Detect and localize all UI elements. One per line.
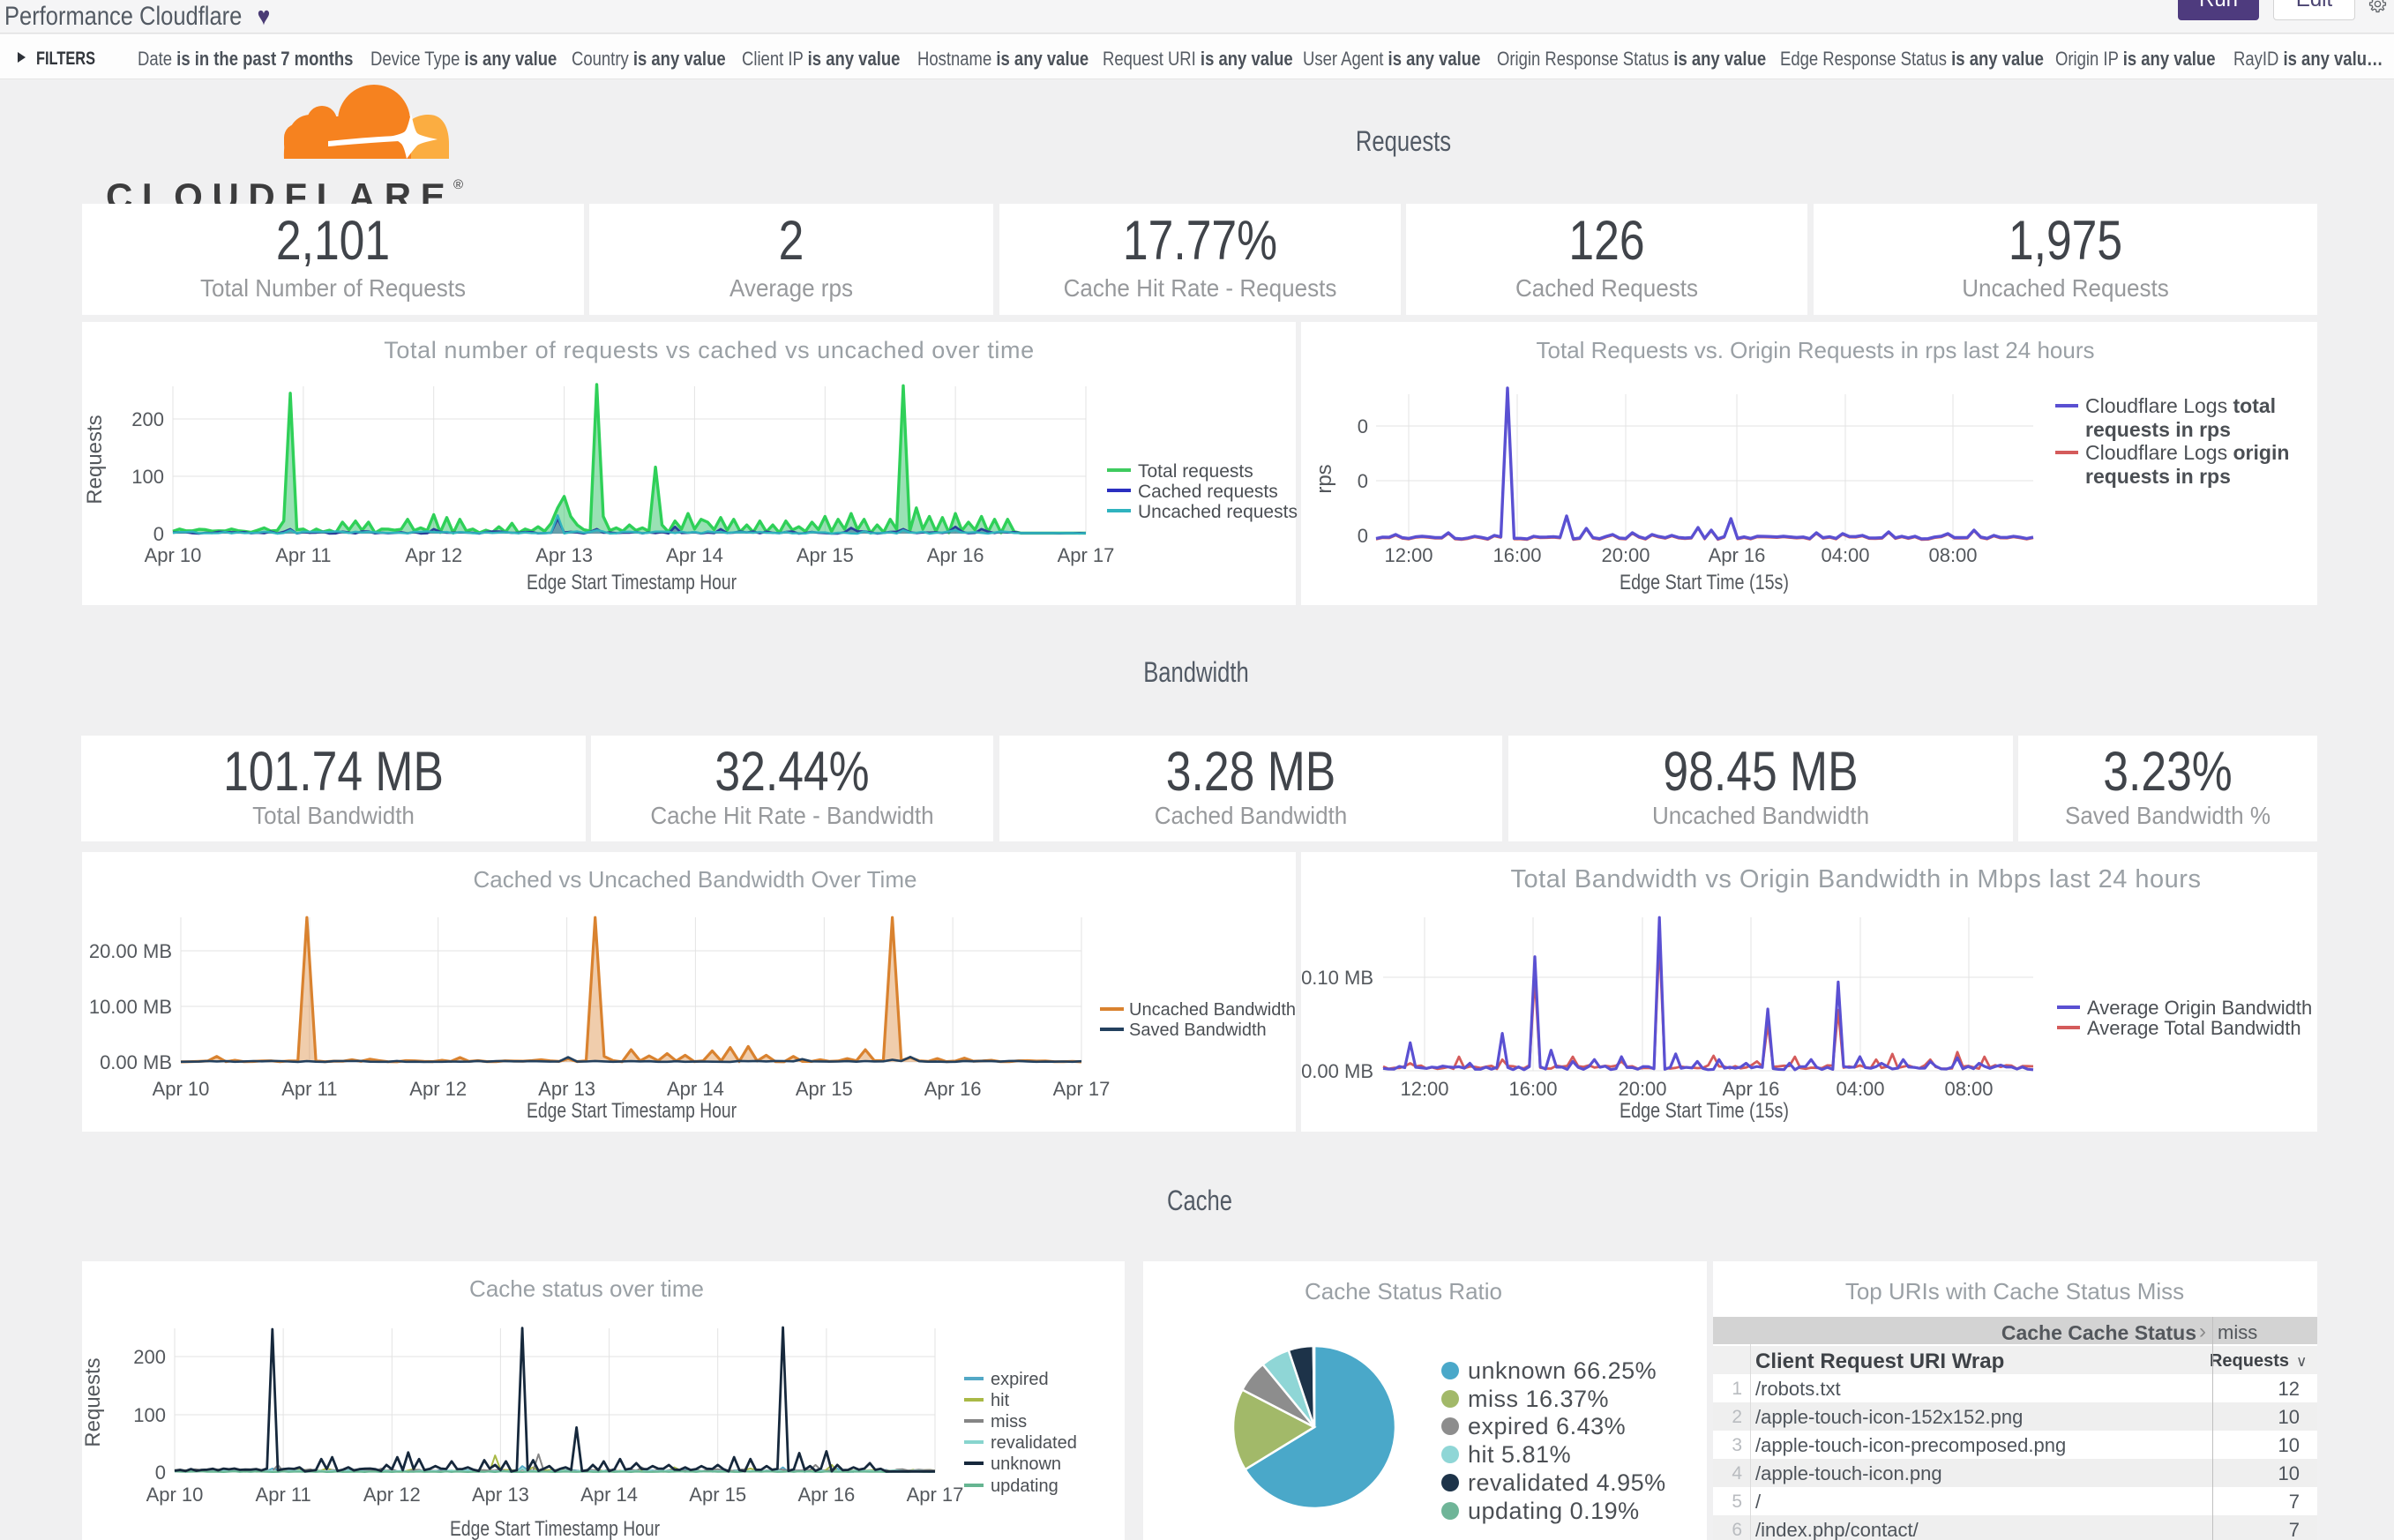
svg-text:Apr 11: Apr 11	[256, 1484, 311, 1506]
svg-text:Cached vs Uncached Bandwidth O: Cached vs Uncached Bandwidth Over Time	[474, 866, 917, 893]
svg-text:miss: miss	[991, 1412, 1027, 1432]
svg-text:Average Total Bandwidth: Average Total Bandwidth	[2087, 1017, 2301, 1039]
svg-text:Total requests: Total requests	[1138, 461, 1253, 482]
svg-text:Apr 16: Apr 16	[797, 1484, 855, 1506]
svg-text:Cloudflare Logs origin: Cloudflare Logs origin	[2085, 441, 2289, 464]
svg-text:0: 0	[1358, 415, 1368, 437]
svg-text:Apr 13: Apr 13	[535, 544, 593, 566]
svg-text:0.00 MB: 0.00 MB	[1301, 1060, 1373, 1082]
svg-text:Apr 16: Apr 16	[927, 544, 984, 566]
svg-text:Edge Start Timestamp Hour: Edge Start Timestamp Hour	[527, 1099, 737, 1123]
svg-text:rps: rps	[1313, 464, 1336, 493]
svg-text:expired: expired	[991, 1370, 1049, 1389]
svg-text:Apr 12: Apr 12	[363, 1484, 421, 1506]
svg-text:Apr 11: Apr 11	[275, 544, 331, 566]
svg-text:Apr 12: Apr 12	[409, 1078, 467, 1100]
svg-text:Uncached Bandwidth: Uncached Bandwidth	[1129, 1000, 1296, 1020]
svg-text:Apr 13: Apr 13	[472, 1484, 529, 1506]
svg-text:expired 6.43%: expired 6.43%	[1468, 1413, 1626, 1439]
svg-text:®: ®	[453, 177, 463, 192]
svg-text:Edge Start Timestamp Hour: Edge Start Timestamp Hour	[527, 571, 737, 594]
svg-text:Apr 16: Apr 16	[1709, 544, 1766, 566]
svg-text:Apr 10: Apr 10	[153, 1078, 210, 1100]
svg-text:Apr 10: Apr 10	[146, 1484, 204, 1506]
svg-text:Apr 16: Apr 16	[924, 1078, 982, 1100]
svg-text:Total Requests vs. Origin Requ: Total Requests vs. Origin Requests in rp…	[1537, 337, 2095, 363]
svg-text:Cached requests: Cached requests	[1138, 482, 1278, 502]
svg-text:requests in rps: requests in rps	[2085, 418, 2231, 441]
svg-text:200: 200	[131, 408, 164, 430]
svg-text:revalidated 4.95%: revalidated 4.95%	[1468, 1469, 1666, 1496]
svg-text:16:00: 16:00	[1493, 544, 1541, 566]
svg-text:Apr 17: Apr 17	[907, 1484, 964, 1506]
svg-text:requests in rps: requests in rps	[2085, 465, 2231, 488]
svg-text:Edge Start Time (15s): Edge Start Time (15s)	[1620, 1099, 1789, 1123]
svg-text:Cache Status Ratio: Cache Status Ratio	[1305, 1278, 1502, 1305]
svg-text:Edge Start Timestamp Hour: Edge Start Timestamp Hour	[450, 1517, 660, 1540]
svg-text:20:00: 20:00	[1618, 1078, 1666, 1100]
svg-text:100: 100	[133, 1404, 166, 1426]
svg-text:unknown 66.25%: unknown 66.25%	[1468, 1357, 1657, 1384]
svg-text:Apr 15: Apr 15	[689, 1484, 746, 1506]
svg-text:Apr 17: Apr 17	[1058, 544, 1115, 566]
svg-text:08:00: 08:00	[1944, 1078, 1993, 1100]
svg-text:Total number of requests vs ca: Total number of requests vs cached vs un…	[384, 337, 1034, 363]
svg-text:20.00 MB: 20.00 MB	[89, 940, 172, 962]
svg-text:0.00 MB: 0.00 MB	[100, 1051, 172, 1073]
svg-text:100: 100	[131, 466, 164, 488]
svg-text:Apr 15: Apr 15	[796, 1078, 853, 1100]
svg-text:12:00: 12:00	[1400, 1078, 1448, 1100]
svg-text:20:00: 20:00	[1601, 544, 1650, 566]
svg-text:Cache status over time: Cache status over time	[469, 1275, 704, 1302]
svg-text:Apr 16: Apr 16	[1723, 1078, 1780, 1100]
svg-text:10.00 MB: 10.00 MB	[89, 996, 172, 1018]
svg-text:Cloudflare Logs total: Cloudflare Logs total	[2085, 394, 2276, 417]
svg-text:updating: updating	[991, 1476, 1059, 1496]
svg-text:0: 0	[1358, 525, 1368, 547]
svg-text:Apr 14: Apr 14	[666, 544, 723, 566]
svg-text:Apr 10: Apr 10	[145, 544, 202, 566]
svg-text:Saved Bandwidth: Saved Bandwidth	[1129, 1020, 1267, 1040]
svg-text:Uncached requests: Uncached requests	[1138, 502, 1298, 522]
svg-text:Requests: Requests	[81, 1357, 105, 1447]
svg-text:08:00: 08:00	[1928, 544, 1977, 566]
svg-text:200: 200	[133, 1346, 166, 1368]
svg-text:revalidated: revalidated	[991, 1433, 1077, 1453]
svg-text:hit: hit	[991, 1391, 1010, 1410]
svg-text:miss 16.37%: miss 16.37%	[1468, 1386, 1609, 1412]
svg-text:updating 0.19%: updating 0.19%	[1468, 1498, 1640, 1524]
svg-text:0.10 MB: 0.10 MB	[1301, 967, 1373, 989]
svg-text:04:00: 04:00	[1836, 1078, 1884, 1100]
svg-text:Requests: Requests	[83, 415, 107, 504]
svg-text:0: 0	[155, 1462, 166, 1484]
svg-text:Apr 13: Apr 13	[538, 1078, 595, 1100]
svg-text:Top URIs with Cache Status Mis: Top URIs with Cache Status Miss	[1845, 1278, 2184, 1305]
svg-text:Apr 11: Apr 11	[281, 1078, 337, 1100]
svg-text:04:00: 04:00	[1821, 544, 1869, 566]
svg-text:Apr 12: Apr 12	[405, 544, 462, 566]
svg-text:unknown: unknown	[991, 1454, 1061, 1474]
svg-text:Edge Start Time (15s): Edge Start Time (15s)	[1620, 571, 1789, 594]
svg-text:12:00: 12:00	[1384, 544, 1433, 566]
svg-text:Average Origin Bandwidth: Average Origin Bandwidth	[2087, 997, 2312, 1019]
svg-text:Apr 14: Apr 14	[667, 1078, 724, 1100]
svg-text:Apr 14: Apr 14	[580, 1484, 638, 1506]
svg-text:0: 0	[153, 523, 164, 545]
svg-text:0: 0	[1358, 470, 1368, 492]
svg-text:Total Bandwidth vs Origin Band: Total Bandwidth vs Origin Bandwidth in M…	[1511, 865, 2202, 893]
svg-text:hit 5.81%: hit 5.81%	[1468, 1441, 1571, 1468]
svg-text:16:00: 16:00	[1508, 1078, 1557, 1100]
svg-text:Apr 15: Apr 15	[797, 544, 854, 566]
svg-text:Apr 17: Apr 17	[1053, 1078, 1111, 1100]
